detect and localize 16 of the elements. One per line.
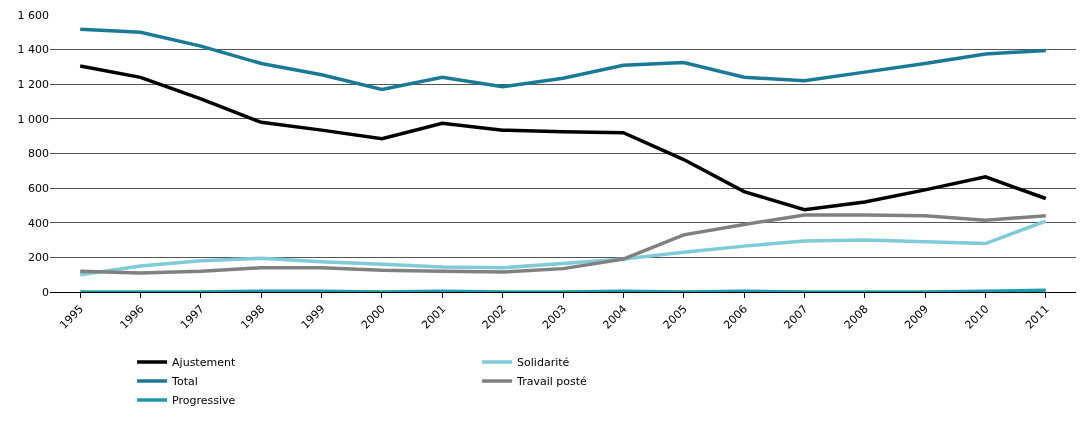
legend-label: Solidarité bbox=[517, 356, 570, 370]
line-series bbox=[78, 27, 1048, 92]
legend-label: Travail posté bbox=[516, 375, 588, 389]
legend-label: Total bbox=[171, 375, 198, 389]
line-series bbox=[78, 64, 1048, 212]
y-tick-label: 1 400 bbox=[17, 43, 49, 57]
y-tick-label: 1 600 bbox=[17, 8, 49, 22]
y-tick-label: 800 bbox=[28, 147, 49, 161]
legend-label: Ajustement bbox=[172, 356, 236, 370]
y-tick-label: 1 200 bbox=[17, 78, 49, 92]
y-tick-label: 400 bbox=[28, 216, 49, 230]
y-tick-label: 0 bbox=[42, 285, 49, 299]
y-tick-label: 600 bbox=[28, 181, 49, 195]
legend-label: Progressive bbox=[172, 394, 236, 408]
y-tick-label: 1 000 bbox=[17, 112, 49, 126]
y-tick-label: 200 bbox=[28, 251, 49, 265]
